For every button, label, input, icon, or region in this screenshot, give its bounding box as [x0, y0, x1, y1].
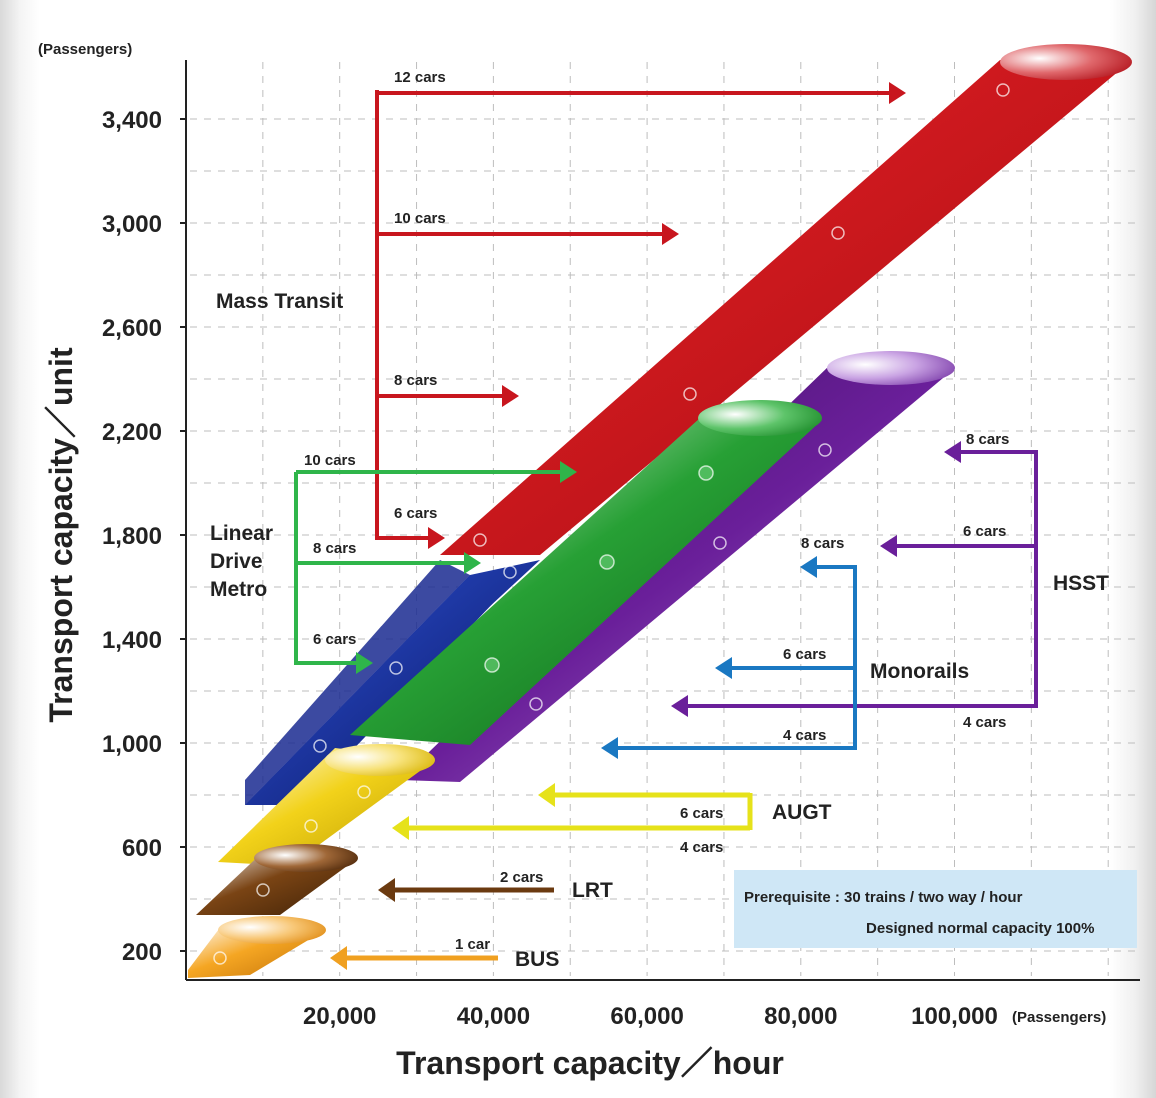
- y-unit-label: (Passengers): [38, 41, 132, 58]
- tube-augt: [218, 748, 435, 866]
- linear-metro-cars-8: 8 cars: [313, 540, 356, 557]
- x-unit-label: (Passengers): [1012, 1009, 1106, 1026]
- tube-monorails: [350, 418, 822, 745]
- y-tick-labels: 200 600 1,000 1,400 1,800 2,200 2,600 3,000 3,40…: [102, 107, 186, 966]
- lrt-arrowhead: [378, 878, 395, 902]
- augt-label: AUGT: [772, 801, 832, 824]
- y-tick-label: 600: [122, 835, 162, 862]
- x-tick-labels: 20,000 40,000 60,000 80,000 100,000: [303, 1003, 998, 1030]
- tube-cap-augt: [325, 744, 435, 776]
- linear-metro-label-2: Drive: [210, 550, 263, 573]
- mass-transit-cars-8: 8 cars: [394, 372, 437, 389]
- hsst-label: HSST: [1053, 572, 1109, 595]
- monorail-arrowheads: [601, 556, 817, 759]
- mass-transit-arrows: [375, 90, 892, 540]
- hsst-cars-4: 4 cars: [963, 714, 1006, 731]
- bus-cars-1: 1 car: [455, 936, 490, 953]
- x-tick-label: 60,000: [610, 1003, 683, 1030]
- lrt-label: LRT: [572, 879, 613, 902]
- hsst-cars-8: 8 cars: [966, 431, 1009, 448]
- y-tick-label: 2,200: [102, 419, 162, 446]
- monorail-cars-4: 4 cars: [783, 727, 826, 744]
- linear-metro-cars-6: 6 cars: [313, 631, 356, 648]
- hsst-cars-6: 6 cars: [963, 523, 1006, 540]
- linear-metro-label-1: Linear: [210, 522, 273, 545]
- y-tick-label: 200: [122, 939, 162, 966]
- x-tick-label: 20,000: [303, 1003, 376, 1030]
- lrt-cars-2: 2 cars: [500, 869, 543, 886]
- monorail-cars-6: 6 cars: [783, 646, 826, 663]
- linear-metro-arrowheads: [356, 461, 577, 674]
- y-tick-label: 1,400: [102, 627, 162, 654]
- bus-arrowhead: [330, 946, 347, 970]
- tube-linear-drive-metro-edge: [245, 560, 470, 805]
- y-tick-label: 2,600: [102, 315, 162, 342]
- mass-transit-cars-10: 10 cars: [394, 210, 446, 227]
- linear-metro-cars-10: 10 cars: [304, 452, 356, 469]
- y-tick-label: 3,400: [102, 107, 162, 134]
- mass-transit-arrowheads: [428, 82, 906, 549]
- mass-transit-cars-12: 12 cars: [394, 69, 446, 86]
- linear-metro-arrows: [294, 470, 562, 665]
- tube-cap-monorails: [698, 400, 822, 436]
- hsst-arrows: [685, 450, 1038, 708]
- tube-cap-bus: [218, 916, 326, 944]
- y-tick-label: 3,000: [102, 211, 162, 238]
- tube-cap-mass-transit: [1000, 44, 1132, 80]
- prerequisite-line-2: Designed normal capacity 100%: [866, 920, 1094, 937]
- system-tubes: [188, 44, 1132, 978]
- axes: [185, 60, 1140, 981]
- bus-label: BUS: [515, 948, 559, 971]
- monorail-arrows: [615, 565, 857, 750]
- augt-cars-4: 4 cars: [680, 839, 723, 856]
- tube-mass-transit: [440, 60, 1132, 555]
- augt-arrowheads: [392, 783, 555, 840]
- tube-dots: [213, 83, 1010, 965]
- y-tick-label: 1,000: [102, 731, 162, 758]
- y-axis-title: Transport capacity／unit: [43, 347, 79, 723]
- monorail-cars-8: 8 cars: [801, 535, 844, 552]
- augt-cars-6: 6 cars: [680, 805, 723, 822]
- hsst-arrowheads: [671, 441, 961, 717]
- y-tick-label: 1,800: [102, 523, 162, 550]
- x-axis-title: Transport capacity／hour: [396, 1045, 784, 1081]
- x-tick-label: 80,000: [764, 1003, 837, 1030]
- augt-arrows: [406, 792, 753, 831]
- prerequisite-line-1: Prerequisite : 30 trains / two way / hou…: [744, 889, 1023, 906]
- monorails-label: Monorails: [870, 660, 969, 683]
- prerequisite-note-box: [734, 870, 1137, 948]
- x-tick-label: 100,000: [911, 1003, 998, 1030]
- x-tick-label: 40,000: [457, 1003, 530, 1030]
- tube-cap-lrt: [254, 844, 358, 872]
- linear-metro-label-3: Metro: [210, 578, 267, 601]
- tube-cap-hsst: [827, 351, 955, 385]
- mass-transit-cars-6: 6 cars: [394, 505, 437, 522]
- mass-transit-label: Mass Transit: [216, 290, 343, 313]
